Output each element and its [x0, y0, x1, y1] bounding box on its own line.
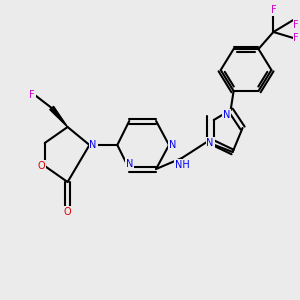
Text: N: N — [126, 159, 133, 169]
Text: F: F — [293, 33, 299, 43]
Text: N: N — [169, 140, 176, 150]
Text: F: F — [293, 20, 299, 30]
Text: N: N — [89, 140, 97, 150]
Text: NH: NH — [175, 160, 189, 170]
Text: N: N — [206, 138, 214, 148]
Text: F: F — [271, 5, 276, 15]
Text: N: N — [223, 110, 231, 120]
Text: F: F — [29, 90, 35, 100]
Text: O: O — [64, 207, 71, 217]
Text: O: O — [37, 161, 45, 171]
Polygon shape — [50, 106, 68, 127]
